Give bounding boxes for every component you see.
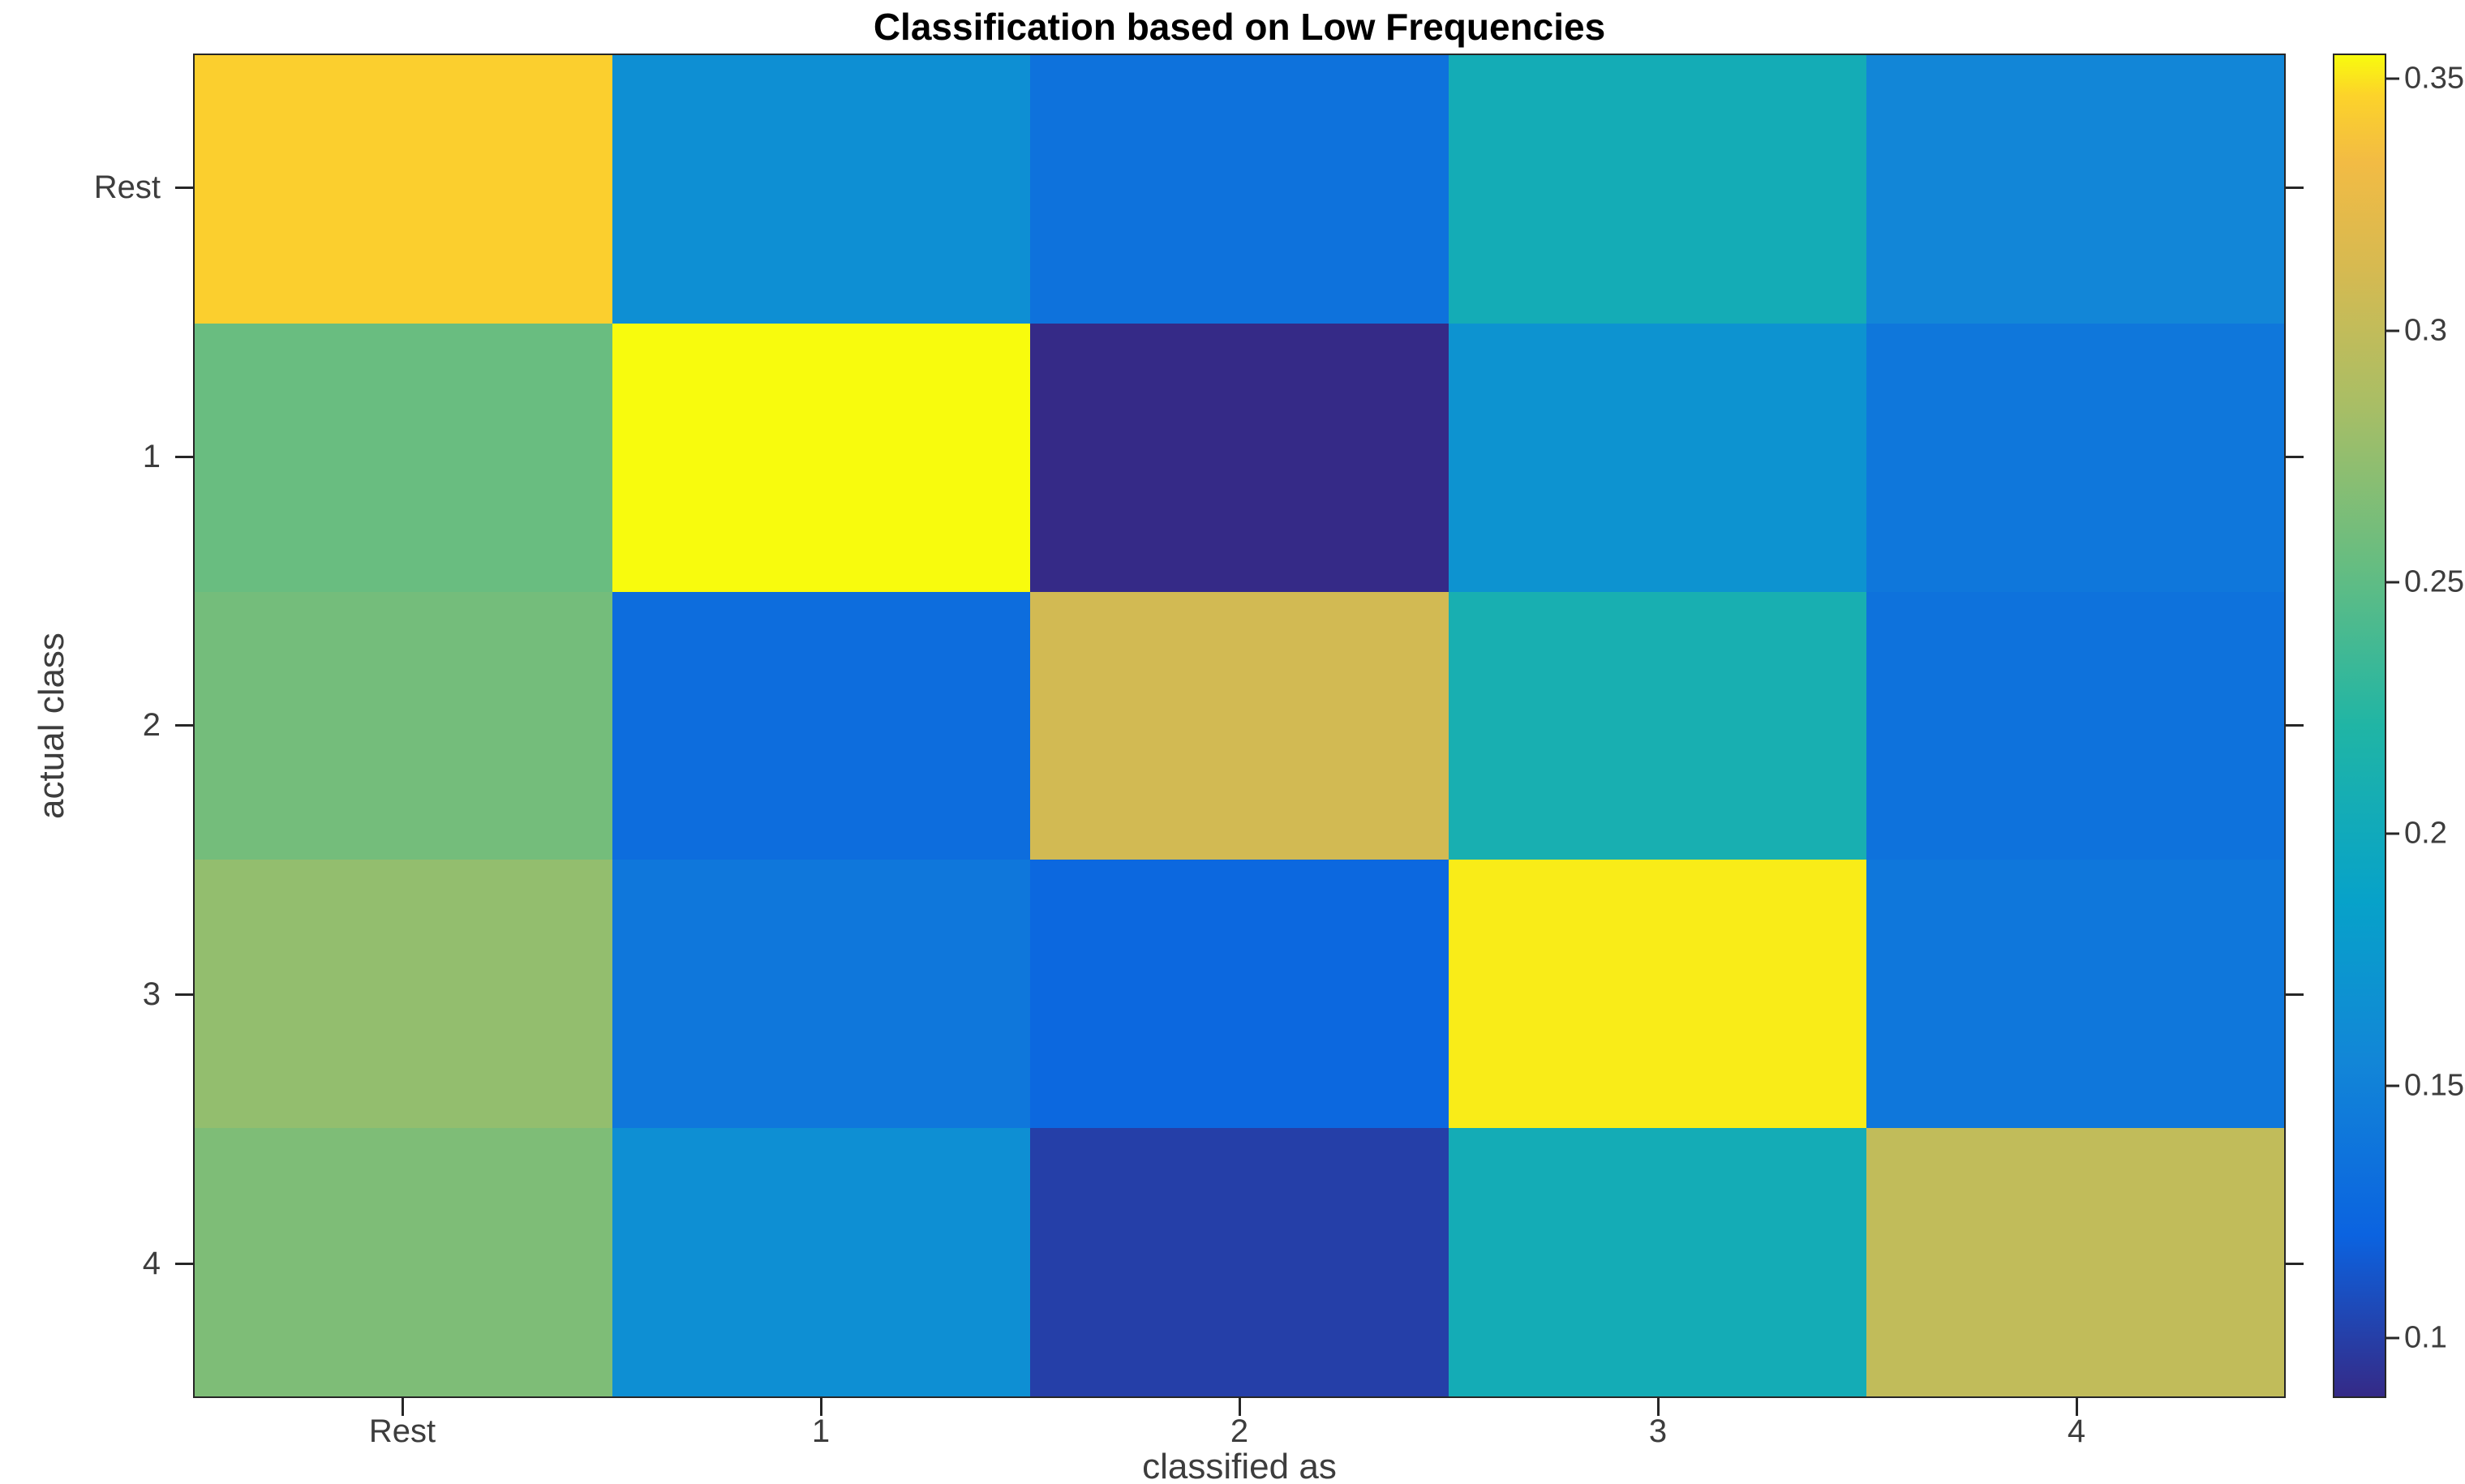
heatmap-cell bbox=[1866, 55, 2284, 324]
y-tick-labels: Rest 1 2 3 4 bbox=[0, 54, 165, 1398]
axis-tick-mark bbox=[2286, 993, 2304, 997]
heatmap-cell bbox=[612, 323, 1031, 592]
colorbar-tick-label: 0.35 bbox=[2404, 61, 2464, 96]
tick-slot bbox=[193, 1398, 612, 1416]
colorbar-tick-marks bbox=[2386, 54, 2399, 1398]
colorbar-tick-label: 0.25 bbox=[2404, 564, 2464, 599]
heatmap-cell bbox=[195, 591, 613, 860]
colorbar bbox=[2333, 54, 2386, 1398]
axis-tick-mark bbox=[175, 187, 193, 190]
x-tick-label: 1 bbox=[811, 1413, 831, 1449]
heatmap-cell bbox=[1448, 55, 1866, 324]
colorbar-tick-mark bbox=[2386, 1336, 2399, 1340]
right-axis-tick-marks bbox=[2286, 54, 2304, 1398]
heatmap-cell bbox=[1866, 860, 2284, 1129]
heatmap-cell bbox=[195, 323, 613, 592]
tick-slot bbox=[175, 323, 193, 592]
colorbar-tick-mark bbox=[2386, 581, 2399, 584]
x-tick-label: 4 bbox=[2067, 1413, 2086, 1449]
axis-tick-mark bbox=[175, 993, 193, 997]
heatmap-cell bbox=[1866, 1128, 2284, 1396]
tick-slot bbox=[2286, 860, 2304, 1130]
tick-slot bbox=[175, 1129, 193, 1398]
colorbar-tick-label: 0.15 bbox=[2404, 1068, 2464, 1103]
x-tick-label: 3 bbox=[1648, 1413, 1668, 1449]
y-axis-tick-marks bbox=[175, 54, 193, 1398]
heatmap-cell bbox=[195, 860, 613, 1129]
tick-slot bbox=[2286, 591, 2304, 860]
x-tick-labels: Rest 1 2 3 4 bbox=[193, 1413, 2286, 1450]
colorbar-tick-mark bbox=[2386, 832, 2399, 835]
heatmap-cell bbox=[1866, 323, 2284, 592]
tick-slot bbox=[1449, 1398, 1867, 1416]
heatmap-cell bbox=[612, 1128, 1031, 1396]
heatmap-cell bbox=[195, 1128, 613, 1396]
axis-tick-mark bbox=[2286, 187, 2304, 190]
heatmap-cell bbox=[1030, 860, 1449, 1129]
heatmap-cell bbox=[1448, 1128, 1866, 1396]
colorbar-tick-label: 0.1 bbox=[2404, 1320, 2447, 1355]
chart-title: Classification based on Low Frequencies bbox=[873, 6, 1606, 48]
tick-slot bbox=[1030, 1398, 1449, 1416]
axis-tick-mark bbox=[2286, 455, 2304, 458]
heatmap-cell bbox=[1030, 55, 1449, 324]
heatmap-cell bbox=[612, 591, 1031, 860]
heatmap-cell bbox=[612, 860, 1031, 1129]
axis-tick-mark bbox=[175, 455, 193, 458]
axis-tick-mark bbox=[1656, 1398, 1660, 1416]
colorbar-tick-mark bbox=[2386, 77, 2399, 80]
tick-slot bbox=[2286, 1129, 2304, 1398]
heatmap-cell bbox=[1448, 591, 1866, 860]
heatmap-cell bbox=[1030, 591, 1449, 860]
axis-tick-mark bbox=[401, 1398, 404, 1416]
axis-tick-mark bbox=[2286, 724, 2304, 727]
axis-tick-mark bbox=[175, 1262, 193, 1265]
x-tick-label: Rest bbox=[368, 1413, 436, 1449]
heatmap-cell bbox=[1448, 860, 1866, 1129]
tick-slot bbox=[175, 54, 193, 323]
y-tick-label: 4 bbox=[142, 1245, 161, 1281]
heatmap-cell bbox=[1866, 591, 2284, 860]
y-tick-label: Rest bbox=[93, 169, 161, 206]
x-tick-label: 2 bbox=[1230, 1413, 1249, 1449]
tick-slot bbox=[1867, 1398, 2286, 1416]
tick-slot bbox=[175, 860, 193, 1130]
x-axis-label: classified as bbox=[1142, 1447, 1337, 1484]
colorbar-tick-mark bbox=[2386, 329, 2399, 332]
colorbar-tick-label: 0.3 bbox=[2404, 313, 2447, 348]
tick-slot bbox=[2286, 54, 2304, 323]
tick-slot bbox=[175, 591, 193, 860]
y-tick-label: 2 bbox=[142, 707, 161, 744]
colorbar-tick-label: 0.2 bbox=[2404, 816, 2447, 851]
axis-tick-mark bbox=[1238, 1398, 1241, 1416]
colorbar-tick-mark bbox=[2386, 1084, 2399, 1087]
plot-area bbox=[193, 54, 2286, 1398]
y-tick-label: 3 bbox=[142, 976, 161, 1013]
heatmap-cell bbox=[1030, 1128, 1449, 1396]
tick-slot bbox=[612, 1398, 1030, 1416]
heatmap-cell bbox=[195, 55, 613, 324]
heatmap-grid bbox=[195, 55, 2284, 1396]
x-axis-tick-marks bbox=[193, 1398, 2286, 1416]
colorbar-tick-labels: 0.1 0.15 0.2 0.25 0.3 0.35 bbox=[2404, 54, 2465, 1398]
heatmap-cell bbox=[612, 55, 1031, 324]
y-tick-label: 1 bbox=[142, 438, 161, 474]
axis-tick-mark bbox=[819, 1398, 822, 1416]
heatmap-cell bbox=[1448, 323, 1866, 592]
axis-tick-mark bbox=[2075, 1398, 2078, 1416]
colorbar-gradient bbox=[2334, 55, 2385, 1396]
heatmap-cell bbox=[1030, 323, 1449, 592]
axis-tick-mark bbox=[175, 724, 193, 727]
axis-tick-mark bbox=[2286, 1262, 2304, 1265]
tick-slot bbox=[2286, 323, 2304, 592]
